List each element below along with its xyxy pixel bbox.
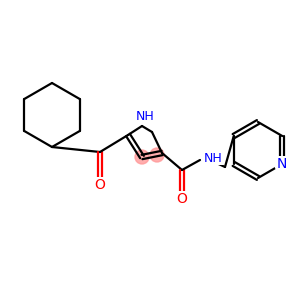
Circle shape [150, 148, 164, 162]
Text: NH: NH [136, 110, 154, 124]
Text: NH: NH [204, 152, 223, 164]
Text: O: O [177, 192, 188, 206]
Circle shape [135, 150, 149, 164]
Text: O: O [94, 178, 105, 192]
Text: N: N [277, 157, 287, 171]
